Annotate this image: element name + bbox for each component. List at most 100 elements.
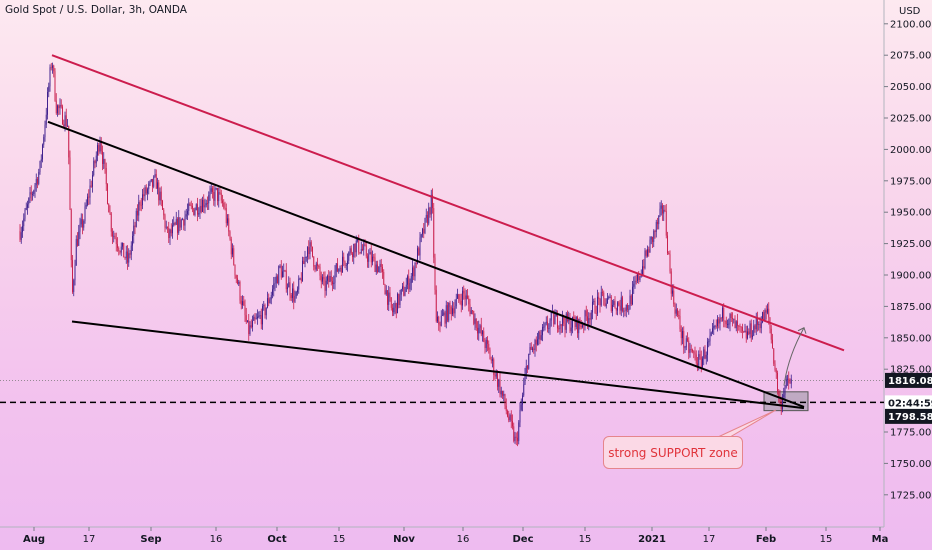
candle-body [765, 310, 767, 313]
candle-body [118, 247, 120, 251]
candle-body [617, 302, 618, 311]
candle-body [82, 219, 83, 228]
candle-body [783, 394, 785, 397]
candle-body [539, 331, 541, 340]
candle-body [565, 313, 567, 330]
candle-body [559, 324, 561, 330]
candle-body [459, 299, 461, 301]
candle-body [292, 288, 293, 299]
candle-body [374, 257, 376, 273]
candle-body [269, 299, 271, 304]
candle-body [422, 228, 423, 235]
candle-body [592, 301, 593, 313]
candle-body [495, 373, 497, 377]
candle-body [620, 297, 622, 311]
candle-body [75, 239, 77, 266]
x-tick-label: 16 [457, 534, 470, 545]
candle-body [659, 208, 661, 216]
candle-body [137, 210, 138, 216]
candle-body [312, 246, 313, 257]
candle-body [502, 390, 503, 396]
candle-body [790, 379, 792, 384]
candle-body [784, 386, 786, 395]
candle-body [584, 310, 586, 326]
x-tick-label: 2021 [638, 534, 666, 545]
candle-body [488, 343, 490, 350]
candle-body [604, 298, 606, 307]
candle-body [148, 183, 150, 190]
candle-body [662, 205, 663, 214]
candle-body [623, 310, 625, 312]
candle-body [474, 318, 476, 324]
candle-body [677, 309, 678, 316]
candle-body [727, 323, 728, 325]
x-tick-label: 15 [820, 534, 833, 545]
candle-body [174, 222, 176, 225]
candle-body [599, 299, 601, 306]
candle-body [248, 320, 250, 335]
candle-body [787, 378, 788, 380]
x-tick-label: Ma [872, 534, 889, 545]
candle-body [650, 236, 652, 240]
candle-body [58, 105, 60, 109]
candle-body [658, 215, 660, 225]
x-tick-label: Sep [140, 534, 161, 545]
candle-body [334, 271, 336, 283]
candle-body [534, 340, 536, 350]
support-zone-annotation[interactable]: strong SUPPORT zone [603, 436, 743, 469]
candle-body [300, 278, 302, 281]
candle-body [384, 284, 386, 295]
projection-arrow-head [797, 327, 807, 334]
candle-body [587, 316, 588, 324]
candle-body [602, 291, 603, 293]
candle-body [192, 206, 193, 209]
candle-body [593, 301, 595, 302]
candle-body [763, 312, 765, 321]
candle-body [744, 330, 746, 332]
candle-body [440, 315, 442, 326]
candle-body [298, 278, 300, 290]
candle-body [120, 246, 122, 253]
candle-body [95, 155, 97, 164]
candle-body [590, 312, 592, 320]
candle-body [494, 374, 496, 377]
candle-body [632, 286, 633, 305]
candle-body [523, 384, 525, 396]
candle-body [404, 291, 406, 296]
candle-body [734, 318, 736, 329]
candle-body [219, 192, 221, 194]
candle-body [162, 200, 163, 210]
candle-body [432, 194, 433, 209]
candle-body [503, 394, 505, 396]
candle-body [608, 297, 610, 299]
support-level-badge-bg [885, 408, 932, 424]
candle-body [145, 187, 147, 194]
candle-body [390, 297, 392, 308]
candle-body [289, 282, 291, 296]
candle-body [752, 335, 753, 338]
candle-body [165, 226, 167, 228]
candle-body [545, 321, 547, 324]
candle-body [119, 250, 121, 253]
candle-body [635, 280, 637, 282]
candle-body [140, 204, 142, 206]
candle-body [19, 231, 21, 240]
candle-body [175, 219, 177, 225]
y-tick-label: 1750.000 [890, 459, 932, 470]
candle-body [419, 237, 421, 256]
candle-body [325, 280, 327, 291]
candle-body [257, 316, 258, 319]
candle-body [34, 185, 36, 191]
candle-body [249, 325, 251, 335]
candle-body [742, 327, 743, 332]
candle-body [107, 184, 108, 204]
candle-body [154, 174, 156, 177]
candle-body [414, 263, 416, 277]
candle-body [479, 325, 481, 328]
candle-body [398, 293, 400, 305]
candle-body [74, 265, 76, 281]
candle-body [627, 305, 628, 310]
candle-body [707, 341, 708, 355]
candle-body [653, 230, 655, 242]
